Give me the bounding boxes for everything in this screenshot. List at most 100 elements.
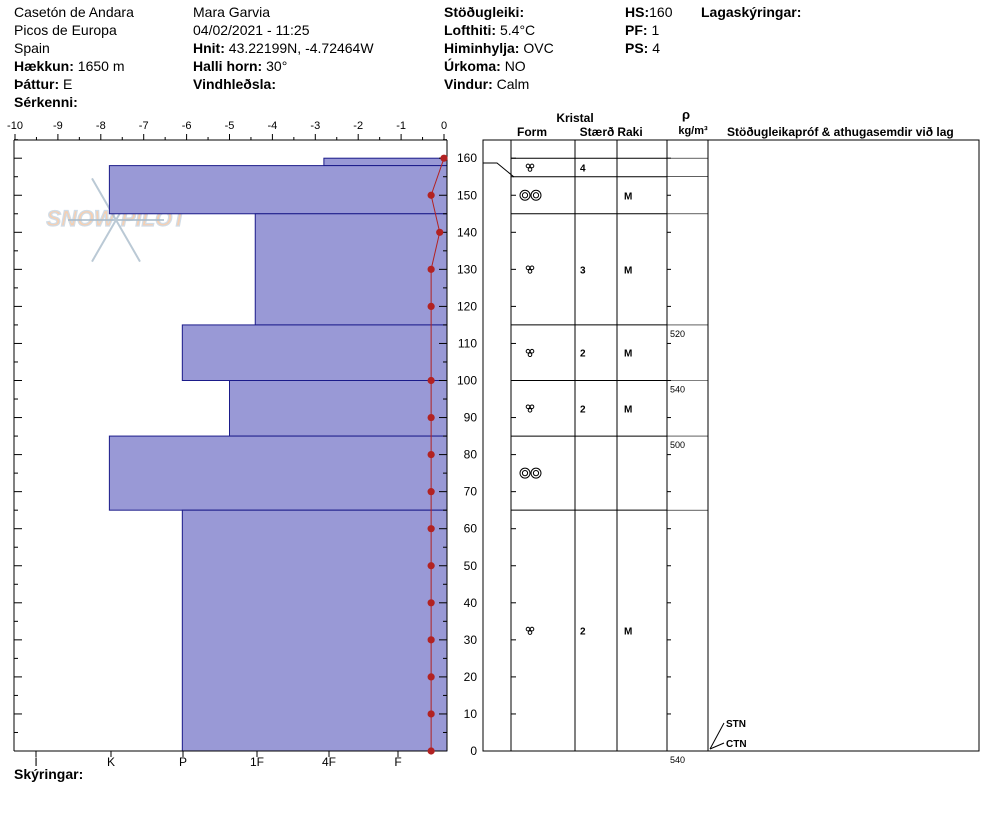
rounded-form-icon [525, 626, 535, 635]
temp-tick-label: -2 [353, 120, 363, 132]
layer-size: 2 [580, 404, 586, 415]
hardness-label: P [179, 755, 187, 769]
aspect-value: E [63, 76, 73, 92]
height-tick-label: 110 [458, 336, 477, 350]
aspect-label: Þáttur: [14, 76, 60, 92]
legend-row: Skýringar: [14, 765, 83, 783]
wind-loading-label: Vindhleðsla: [193, 76, 276, 92]
coords-label: Hnit: [193, 40, 225, 56]
height-tick-label: 100 [457, 374, 477, 388]
hardness-bar [254, 213, 448, 326]
rounded-grain [525, 404, 531, 410]
melt-grain-outer [519, 467, 531, 479]
rounded-grain [527, 407, 533, 413]
layer-moisture: M [624, 627, 632, 638]
melt-grain-outer [519, 189, 531, 201]
height-tick-label: 20 [464, 670, 478, 684]
wind-loading-row: Vindhleðsla: [193, 75, 374, 93]
layer-size: 2 [580, 627, 586, 638]
height-tick-label: 150 [457, 188, 477, 202]
height-tick-label: 120 [457, 299, 477, 313]
size-header: Stærð [580, 125, 615, 139]
melt-grain-inner [521, 470, 529, 477]
hardness-bar [181, 324, 448, 381]
temp-tick-label: -3 [310, 120, 320, 132]
hardness-bars [108, 157, 448, 752]
rounded-form-icon [525, 265, 535, 274]
location-name: Casetón de Andara [14, 4, 134, 20]
precip-value: NO [504, 58, 526, 74]
test-pointer [709, 722, 725, 750]
temperature-point [440, 154, 448, 162]
density-value: 540 [670, 755, 685, 765]
temperature-point [427, 413, 435, 422]
layer-moisture: M [624, 404, 632, 415]
slope-value: 30° [266, 58, 288, 74]
hardness-label: 4F [322, 755, 336, 769]
melt-grain-outer [530, 189, 542, 201]
rounded-form-icon [525, 348, 535, 358]
melt-form-icon [519, 189, 542, 201]
layer-notes-row: Lagaskýringar: [701, 3, 801, 21]
temp-tick-label: -5 [225, 120, 235, 132]
air-temp-value: 5.4°C [499, 22, 536, 38]
temperature-point [427, 376, 435, 385]
temperature-point [427, 747, 435, 755]
moisture-header: Raki [617, 125, 642, 139]
hardness-label: K [107, 755, 115, 769]
temp-tick-label: -10 [7, 120, 23, 132]
observation-datetime: 04/02/2021 - 11:25 [193, 22, 310, 38]
sky-label: Himinhylja: [444, 40, 520, 56]
elevation-row: Hækkun: 1650 m [14, 57, 134, 75]
slope-label: Halli horn: [193, 58, 263, 74]
temperature-point [427, 488, 435, 496]
snowflake-spoke [91, 219, 117, 263]
header-col3: Stöðugleiki: Lofthiti: 5.4°C Himinhylja:… [444, 3, 554, 93]
slope-row: Halli horn: 30° [193, 57, 374, 75]
stability-row: Stöðugleiki: [444, 3, 554, 21]
rounded-grain [527, 352, 533, 358]
snowflake-spoke [115, 219, 141, 263]
hardness-bar [181, 509, 448, 752]
stability-tests: STN CTN [709, 719, 747, 750]
hardness-label: I [34, 755, 37, 769]
rounded-form-icon [525, 404, 535, 413]
temp-tick-label: -8 [96, 120, 106, 132]
features-label: Sérkenni: [14, 94, 78, 110]
observer-name: Mara Garvia [193, 4, 271, 20]
layer-connector [483, 162, 515, 178]
layer-moisture: M [624, 191, 632, 202]
layer-size: 2 [580, 349, 586, 360]
sky-row: Himinhylja: OVC [444, 39, 554, 57]
density-symbol: ρ [682, 107, 690, 122]
melt-form-icon [519, 467, 542, 479]
melt-grain-inner [532, 192, 540, 199]
layer-moisture: M [624, 265, 632, 276]
height-tick-label: 30 [464, 633, 478, 647]
pf-row: PF: 1 [625, 21, 672, 39]
coords-row: Hnit: 43.22199N, -4.72464W [193, 39, 374, 57]
height-tick-label: 140 [457, 225, 477, 239]
hardness-label: F [394, 755, 401, 769]
height-tick-label: 90 [464, 411, 478, 425]
temperature-point [436, 228, 444, 236]
temp-tick-label: -6 [182, 120, 192, 132]
temperature-point [427, 710, 435, 718]
test-label: STN [726, 719, 746, 730]
temperature-point [427, 525, 435, 533]
header-col4: HS:160 PF: 1 PS: 4 [625, 3, 672, 57]
height-tick-label: 160 [457, 151, 477, 165]
hardness-bar [108, 165, 448, 215]
temperature-point [427, 562, 435, 570]
hardness-bar [229, 380, 448, 437]
temperature-point [427, 451, 435, 459]
temperature-line [430, 158, 445, 751]
aspect-row: Þáttur: E [14, 75, 134, 93]
ps-row: PS: 4 [625, 39, 672, 57]
height-tick-label: 40 [464, 596, 478, 610]
rounded-form-icon [525, 163, 535, 172]
melt-grain-outer [530, 467, 542, 479]
height-tick-label: 60 [464, 522, 478, 536]
height-tick-label: 0 [470, 744, 477, 758]
